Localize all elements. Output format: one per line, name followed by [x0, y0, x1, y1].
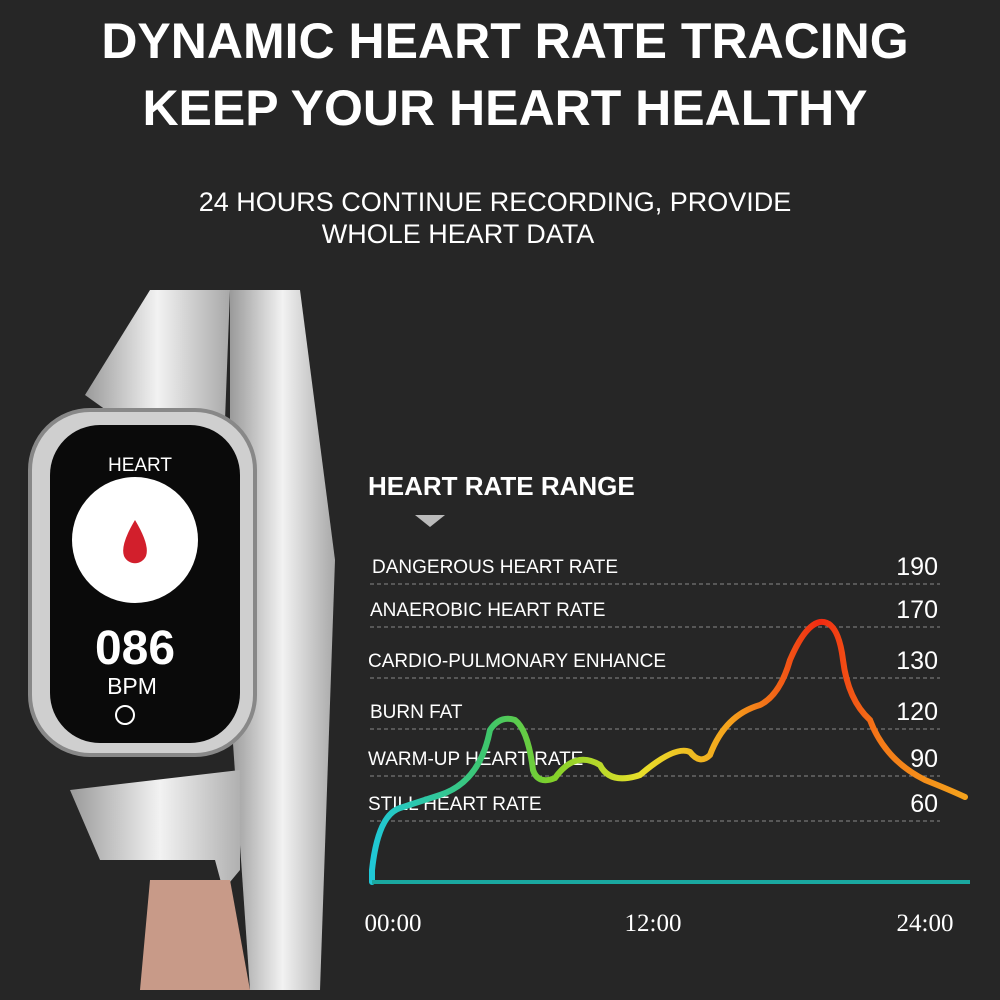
range-value: 170 — [896, 596, 938, 624]
title-line: DYNAMIC HEART RATE TRACING — [101, 13, 908, 69]
range-label: CARDIO-PULMONARY ENHANCE — [368, 651, 666, 672]
subtitle-line: 24 HOURS CONTINUE RECORDING, PROVIDE — [199, 187, 792, 217]
time-label: 12:00 — [625, 910, 682, 937]
range-value: 130 — [896, 647, 938, 675]
range-title: HEART RATE RANGE — [368, 471, 635, 501]
time-label: 24:00 — [897, 910, 954, 937]
range-label: STILL HEART RATE — [368, 794, 542, 815]
heart-rate-curve — [369, 618, 968, 885]
watch-reading: 086 — [95, 622, 175, 675]
range-label: ANAEROBIC HEART RATE — [370, 600, 605, 621]
range-label: DANGEROUS HEART RATE — [372, 557, 618, 578]
range-value: 60 — [910, 790, 938, 818]
subtitle-line: WHOLE HEART DATA — [322, 219, 595, 249]
pointer — [415, 515, 445, 527]
watch-screen-title: HEART — [108, 455, 172, 476]
range-value: 90 — [910, 745, 938, 773]
range-value: 120 — [896, 698, 938, 726]
range-label: BURN FAT — [370, 702, 463, 723]
watch: HEART 086 BPM — [28, 290, 335, 990]
watch-unit: BPM — [107, 673, 157, 699]
range-value: 190 — [896, 553, 938, 581]
title-line: KEEP YOUR HEART HEALTHY — [142, 80, 867, 136]
time-label: 00:00 — [365, 910, 422, 937]
